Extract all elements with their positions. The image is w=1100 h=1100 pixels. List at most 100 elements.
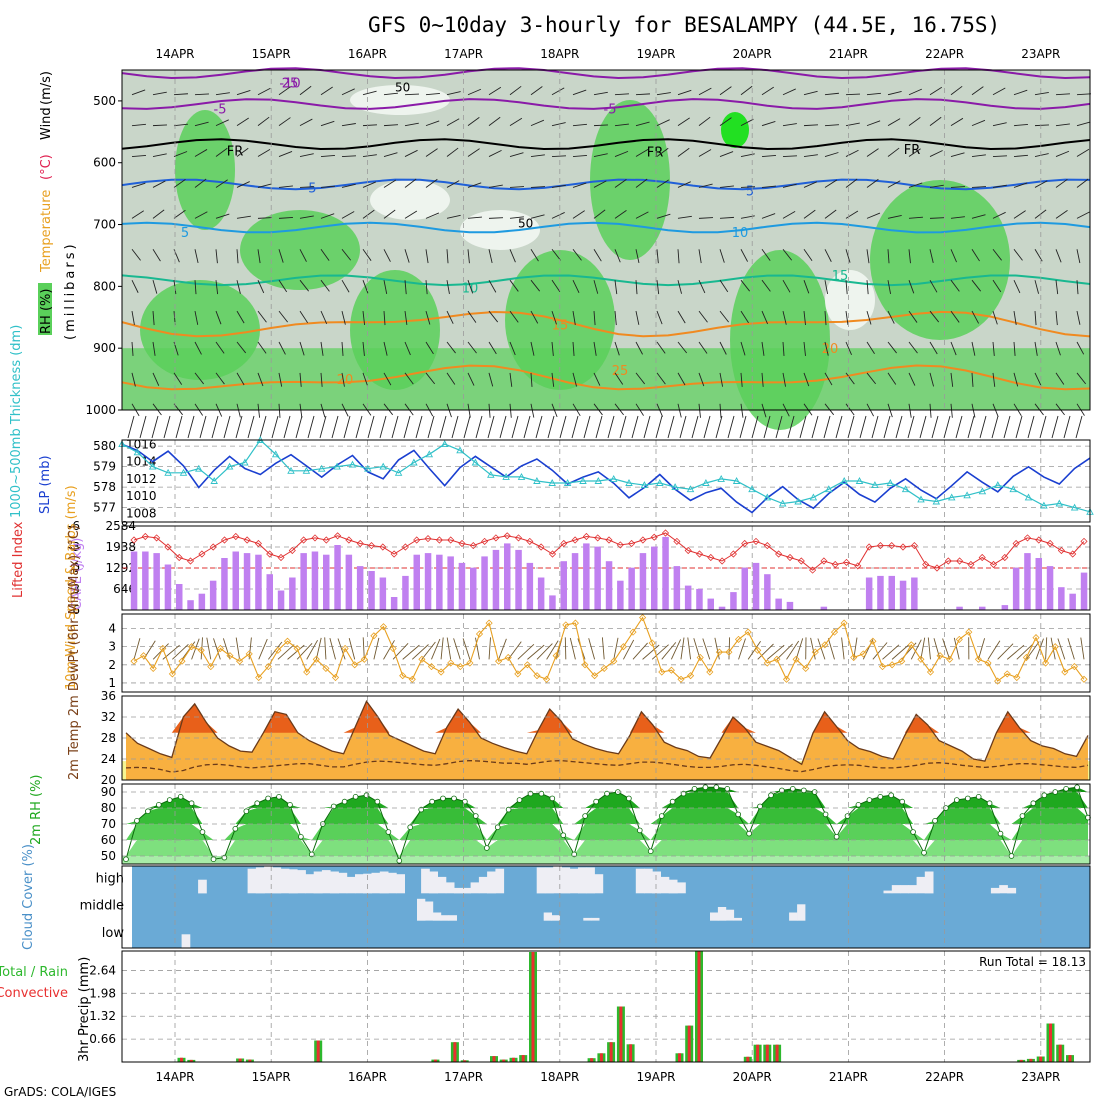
wind-speed-point — [898, 657, 906, 665]
rh-point — [910, 829, 916, 835]
cloud-high-bar — [288, 869, 298, 894]
thickness-point — [379, 462, 387, 470]
upper-wind-barb — [887, 180, 901, 188]
upper-wind-barb — [236, 341, 247, 354]
rh-point — [177, 793, 184, 800]
upper-wind-barb — [194, 280, 197, 295]
upper-wind-barb — [1055, 403, 1065, 416]
upper-wind-barb — [1076, 249, 1081, 264]
wind-barb — [258, 638, 268, 660]
upper-wind-barb — [845, 403, 855, 416]
upper-wind-barb — [152, 153, 167, 157]
cloud-middle-bar — [789, 912, 798, 921]
thickness-point — [164, 468, 172, 476]
upper-wind-barb — [845, 210, 859, 219]
wind-speed-point — [946, 655, 954, 663]
cape-bar — [594, 546, 601, 610]
rh-point — [724, 785, 731, 792]
li-point — [899, 543, 907, 551]
rh-point — [472, 813, 479, 819]
slp-tick-label: 1010 — [126, 489, 157, 503]
wind-speed-point — [1032, 634, 1040, 642]
pressure-tick-label: 900 — [93, 341, 116, 355]
wind-barb — [1016, 643, 1034, 660]
upper-wind-barb — [782, 210, 796, 219]
cloud-middle-bar — [417, 898, 426, 921]
cape-bar — [289, 577, 296, 610]
temp-tick-label: 28 — [101, 731, 116, 745]
upper-wind-barb — [614, 403, 624, 416]
li-point — [560, 539, 568, 548]
prec-tick-label: 1.98 — [89, 986, 116, 1000]
wind-speed-point — [658, 668, 666, 676]
wind-speed-point — [754, 646, 762, 654]
upper-wind-barb — [383, 341, 388, 356]
wind-speed-point — [514, 670, 522, 678]
upper-wind-barb — [1055, 311, 1058, 326]
surface-wind-barb — [703, 415, 711, 439]
thickness-point — [425, 450, 434, 458]
thickness-point — [148, 462, 157, 470]
upper-wind-barb — [677, 89, 692, 96]
upper-wind-barb — [698, 217, 714, 219]
surface-wind-barb — [379, 415, 387, 439]
cloud-high-bar — [495, 868, 505, 894]
upper-wind-barb — [740, 279, 751, 292]
upper-wind-barb — [278, 279, 288, 293]
upper-wind-barb — [698, 403, 701, 418]
cape-lifted-index-panel: 646 1292 1938 2584 -6 -3 0 3 6 — [68, 519, 1091, 617]
wind-barb — [1045, 637, 1048, 660]
wind-speed-point — [907, 641, 915, 649]
upper-wind-barb — [824, 341, 829, 356]
rh-point — [932, 817, 938, 824]
cape-ylabel-right: CAPE (J/kg) — [70, 538, 85, 610]
upper-wind-barb — [803, 90, 818, 96]
upper-wind-barb — [194, 121, 209, 127]
wind-barb — [786, 640, 800, 660]
wind-barb — [1050, 637, 1056, 660]
wind-barb — [661, 642, 677, 660]
chart-title: GFS 0~10day 3-hourly for BESALAMPY (44.5… — [368, 13, 1000, 37]
upper-wind-barb — [887, 214, 902, 219]
upper-wind-barb — [572, 311, 576, 325]
upper-wind-barb — [929, 372, 935, 387]
upper-wind-barb — [488, 341, 497, 355]
rh-point — [997, 830, 1004, 837]
upper-wind-barb — [866, 92, 881, 96]
cape-bar — [617, 580, 624, 610]
upper-wind-barb — [194, 341, 202, 355]
cape-bar — [1080, 572, 1088, 610]
li-point — [673, 537, 681, 545]
wind-barb — [978, 638, 986, 660]
upper-wind-barb — [194, 372, 204, 385]
rh-frame — [121, 783, 1091, 865]
li-point — [356, 539, 364, 548]
li-tick-label: 3 — [72, 582, 80, 596]
cape-bar — [651, 546, 658, 610]
bottom-date-label: 16APR — [348, 1070, 387, 1084]
wind-barb — [536, 643, 553, 660]
thickness-point — [763, 493, 772, 501]
upper-wind-barb — [593, 403, 603, 416]
wind-speed-point — [974, 655, 982, 663]
upper-wind-barb — [320, 372, 323, 387]
upper-wind-barb — [530, 310, 539, 324]
li-point — [695, 550, 704, 558]
upper-wind-barb — [719, 279, 729, 293]
cape-bar — [345, 554, 353, 610]
surface-wind-barb — [835, 415, 843, 439]
slp-tick-label: 1016 — [126, 437, 157, 451]
rh-point — [669, 798, 676, 805]
upper-wind-barb — [1055, 210, 1068, 219]
cape-tick-label: 1938 — [105, 540, 136, 554]
upper-wind-barb — [320, 279, 330, 292]
li-point — [164, 543, 172, 551]
upper-wind-barb — [551, 87, 565, 96]
upper-wind-barb — [215, 280, 219, 295]
upper-air-panel: 500 600 700 800 900 1000 -10 -5 -5 FR FR FR -5 5 5 10 10… — [85, 67, 1092, 439]
wind-speed-point — [936, 652, 944, 660]
isotherm-label: -5 — [304, 181, 317, 196]
rh-point — [352, 793, 359, 800]
li-point — [820, 557, 828, 565]
upper-wind-barb — [362, 154, 377, 157]
